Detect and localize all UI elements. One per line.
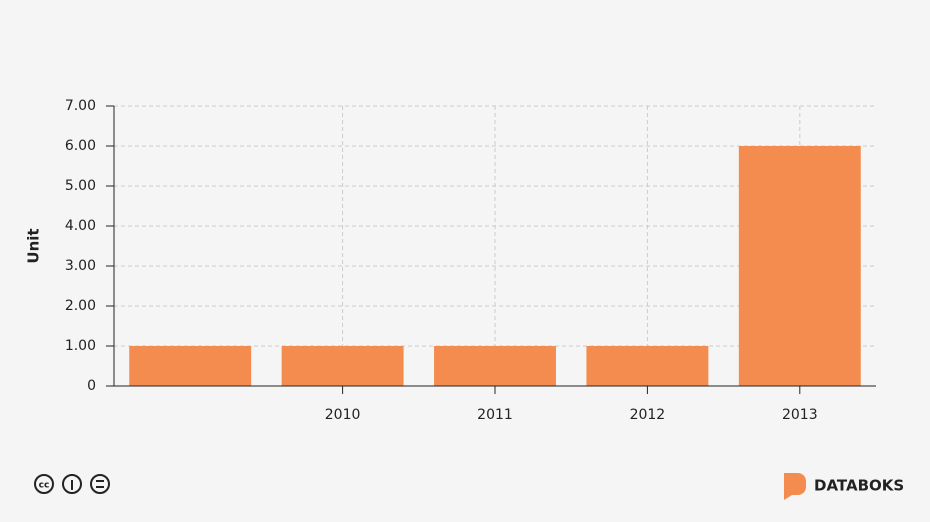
y-tick-label: 4.00 (65, 218, 96, 234)
bar (434, 346, 556, 386)
x-tick-label: 2010 (325, 407, 361, 423)
brand: DATABOKS (814, 477, 904, 495)
y-tick-label: 0 (87, 378, 96, 394)
cc-text: cc (39, 481, 50, 491)
y-axis-label: Unit (25, 228, 43, 263)
y-tick-label: 5.00 (65, 178, 96, 194)
y-tick-label: 7.00 (65, 98, 96, 114)
y-tick-label: 3.00 (65, 258, 96, 274)
cc-icons (34, 474, 110, 494)
y-tick-label: 6.00 (65, 138, 96, 154)
bar (129, 346, 252, 386)
x-tick-label: 2011 (477, 407, 513, 423)
bar (738, 146, 861, 386)
bar (586, 346, 709, 386)
x-tick-label: 2013 (782, 407, 818, 423)
y-tick-label: 2.00 (65, 298, 96, 314)
bar (281, 346, 404, 386)
x-tick-label: 2012 (630, 407, 666, 423)
y-tick-label: 1.00 (65, 338, 96, 354)
brand-logo (784, 473, 806, 500)
